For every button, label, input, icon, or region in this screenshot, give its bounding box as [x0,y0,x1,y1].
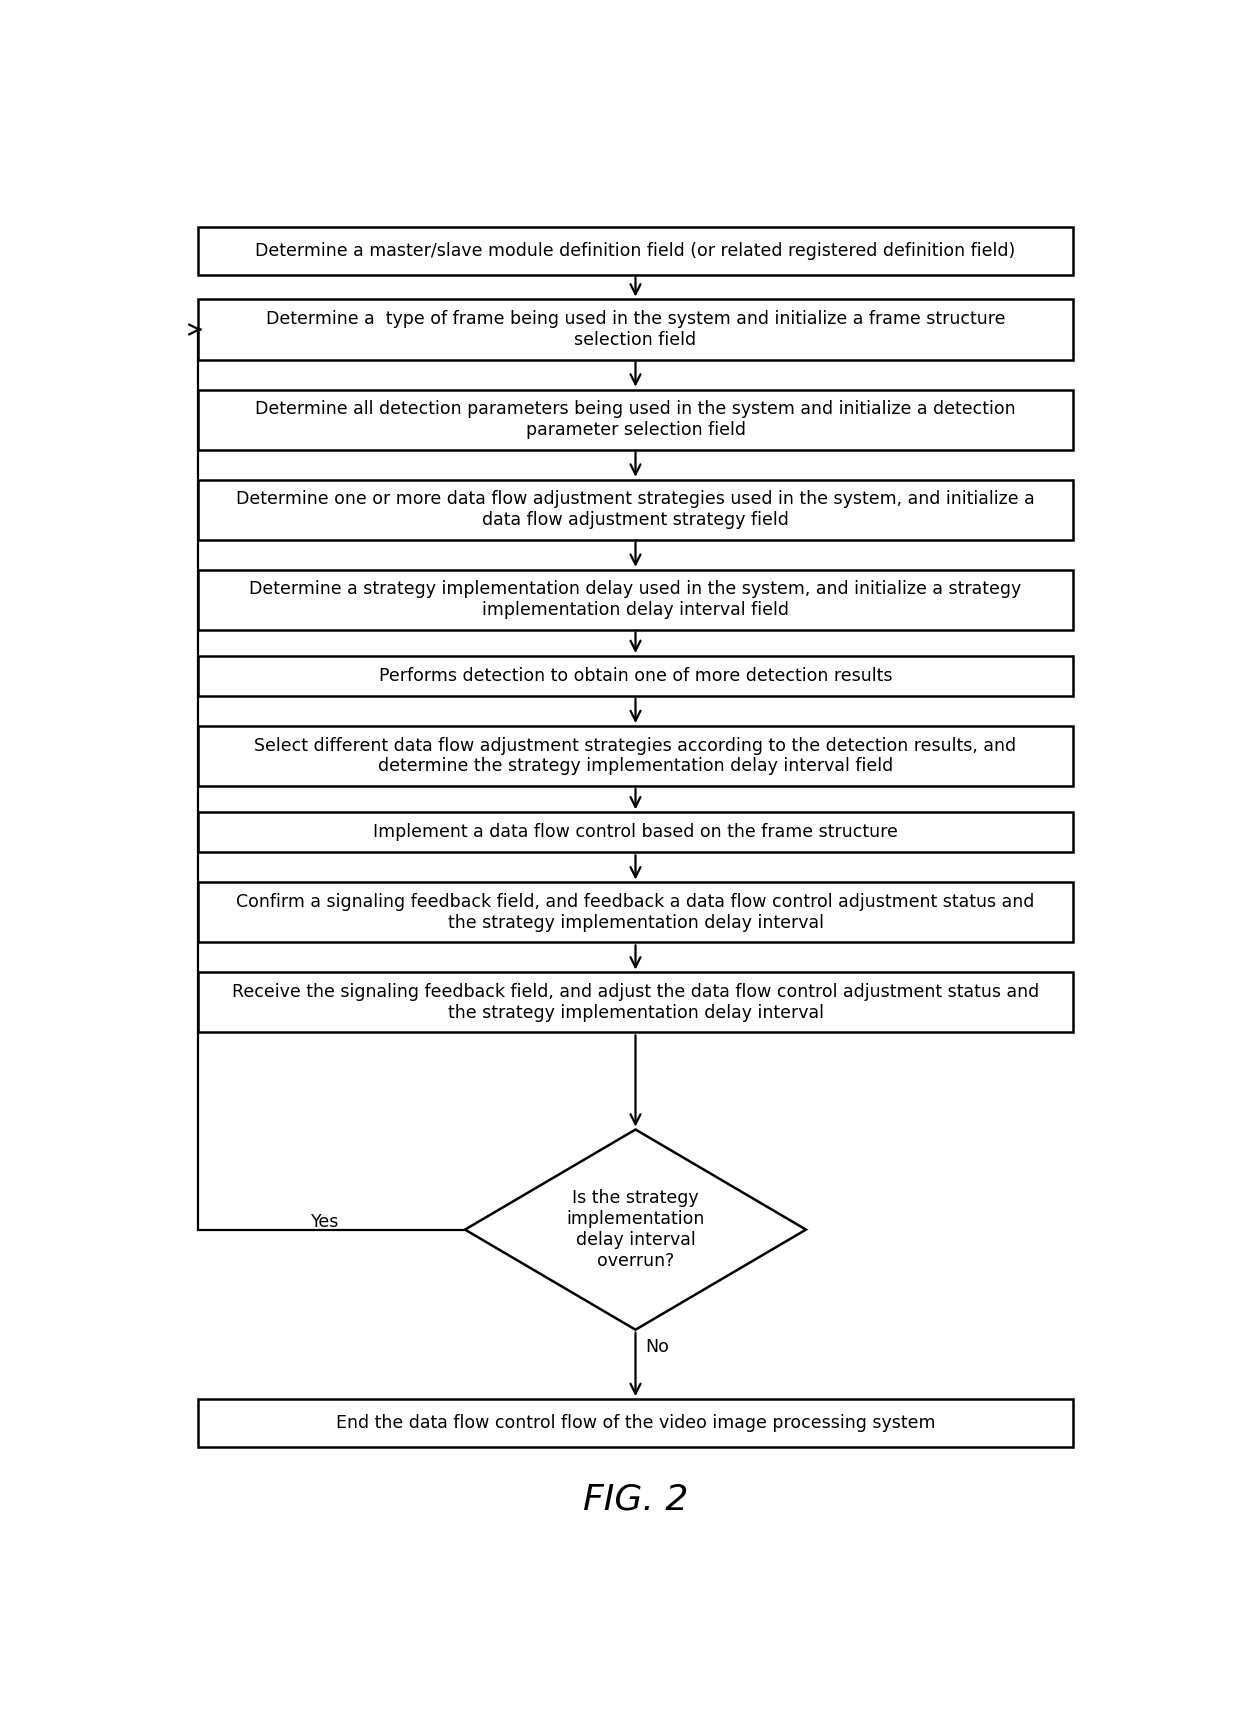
Text: FIG. 2: FIG. 2 [583,1482,688,1516]
Bar [197,973,1074,1033]
Text: Determine one or more data flow adjustment strategies used in the system, and in: Determine one or more data flow adjustme… [236,490,1035,529]
Text: Receive the signaling feedback field, and adjust the data flow control adjustmen: Receive the signaling feedback field, an… [232,983,1039,1021]
Bar [197,1399,1074,1447]
Text: Is the strategy
implementation
delay interval
overrun?: Is the strategy implementation delay int… [567,1190,704,1270]
Text: Determine a master/slave module definition field (or related registered definiti: Determine a master/slave module definiti… [255,242,1016,260]
Bar [197,813,1074,853]
Text: End the data flow control flow of the video image processing system: End the data flow control flow of the vi… [336,1415,935,1432]
Bar [197,725,1074,786]
Text: Confirm a signaling feedback field, and feedback a data flow control adjustment : Confirm a signaling feedback field, and … [237,892,1034,932]
Bar [197,227,1074,275]
Text: Determine all detection parameters being used in the system and initialize a det: Determine all detection parameters being… [255,401,1016,438]
Bar [197,882,1074,942]
Text: No: No [645,1337,668,1356]
Text: Yes: Yes [311,1214,340,1231]
Text: Performs detection to obtain one of more detection results: Performs detection to obtain one of more… [378,667,893,684]
Bar [197,480,1074,540]
Bar [197,390,1074,450]
Text: Determine a  type of frame being used in the system and initialize a frame struc: Determine a type of frame being used in … [265,309,1006,349]
Bar [197,299,1074,359]
Text: Select different data flow adjustment strategies according to the detection resu: Select different data flow adjustment st… [254,737,1017,775]
Polygon shape [465,1129,806,1331]
Text: Determine a strategy implementation delay used in the system, and initialize a s: Determine a strategy implementation dela… [249,581,1022,619]
Bar [197,657,1074,696]
Text: Implement a data flow control based on the frame structure: Implement a data flow control based on t… [373,823,898,841]
Bar [197,569,1074,629]
